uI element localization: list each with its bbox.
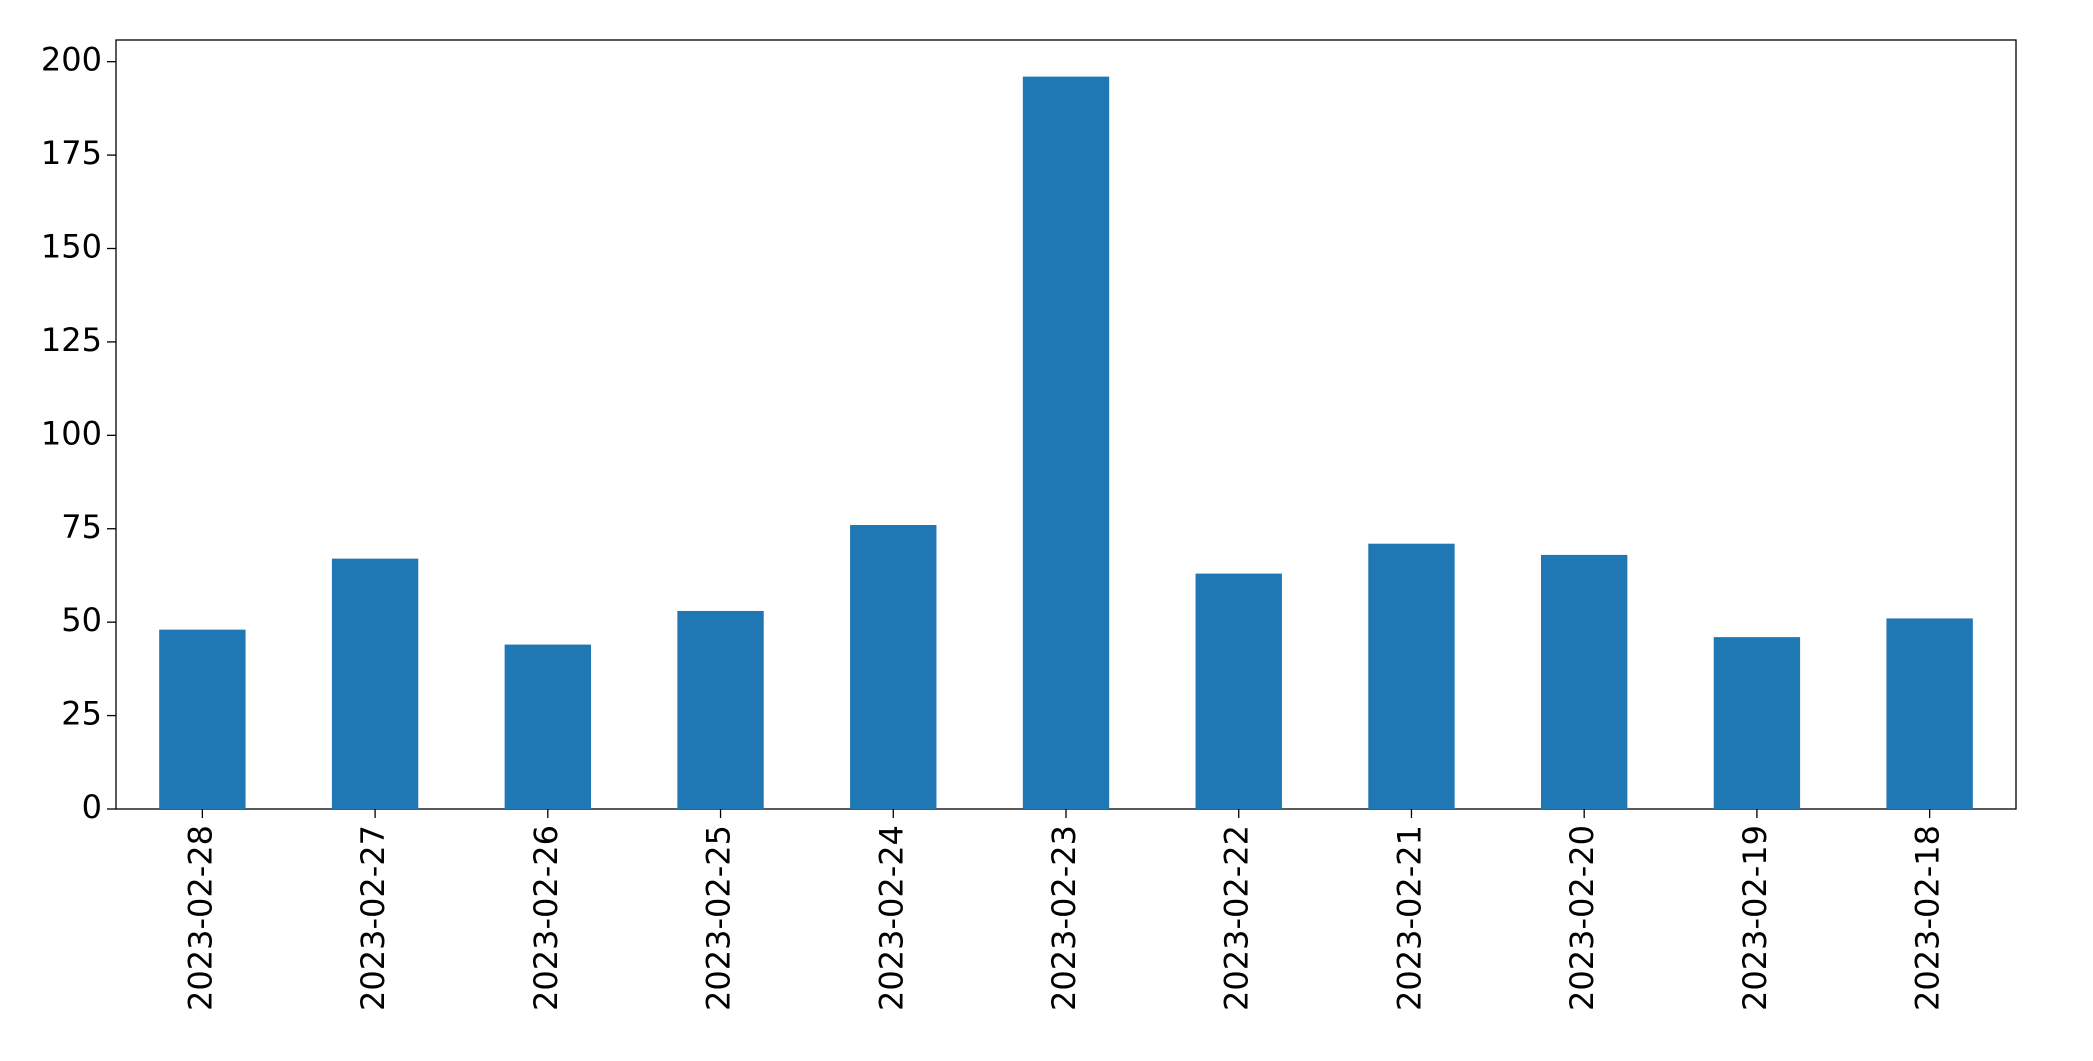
- x-tick-label: 2023-02-18: [1909, 825, 1947, 1011]
- bar: [331, 558, 419, 809]
- bar: [159, 629, 246, 809]
- y-tick-label: 75: [61, 508, 102, 546]
- bar: [1195, 573, 1282, 809]
- bar: [1368, 543, 1455, 809]
- y-tick-label: 100: [41, 414, 102, 452]
- y-tick-label: 25: [61, 695, 102, 733]
- x-tick-label: 2023-02-19: [1736, 825, 1774, 1011]
- x-tick-label: 2023-02-23: [1045, 825, 1083, 1011]
- x-tick-label: 2023-02-26: [527, 825, 565, 1011]
- x-tick-label: 2023-02-24: [872, 825, 910, 1011]
- x-tick-label: 2023-02-28: [181, 825, 219, 1011]
- bar: [1713, 637, 1801, 809]
- x-tick-label: 2023-02-22: [1218, 825, 1256, 1011]
- x-tick-label: 2023-02-25: [700, 825, 738, 1011]
- bar: [1022, 76, 1110, 810]
- x-tick-label: 2023-02-27: [354, 825, 392, 1011]
- bar: [677, 610, 764, 809]
- y-tick-label: 50: [61, 601, 102, 639]
- y-tick-label: 200: [41, 41, 102, 79]
- y-tick-label: 0: [82, 788, 102, 826]
- y-tick-label: 150: [41, 228, 102, 266]
- bar: [850, 525, 937, 809]
- x-tick-label: 2023-02-20: [1563, 825, 1601, 1011]
- bar: [504, 644, 591, 809]
- x-tick-label: 2023-02-21: [1390, 825, 1428, 1011]
- bar: [1541, 554, 1628, 809]
- bar: [1886, 618, 1973, 809]
- y-tick-label: 125: [41, 321, 102, 359]
- y-tick-label: 175: [41, 134, 102, 172]
